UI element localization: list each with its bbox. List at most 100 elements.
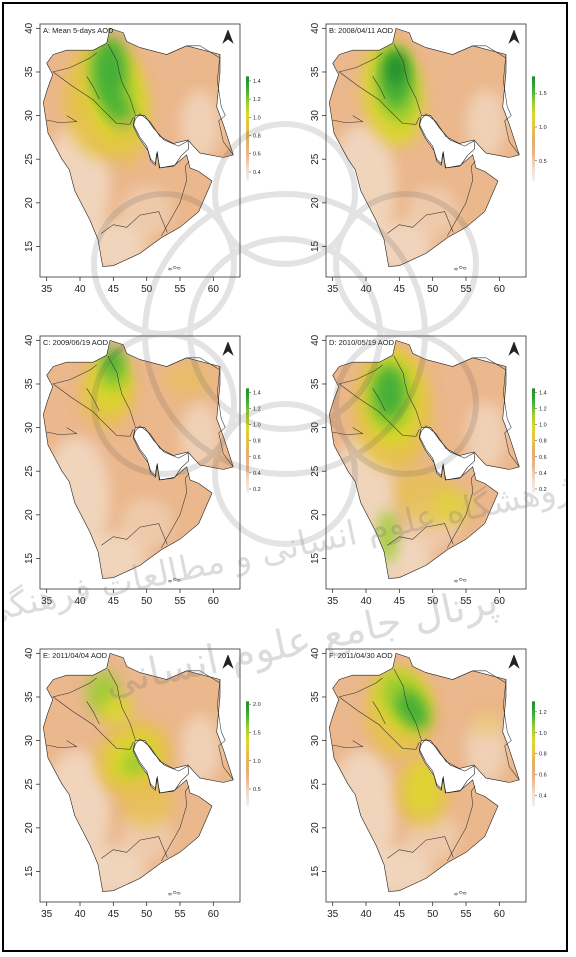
legend-tick-label: 0.4 — [539, 794, 547, 800]
legend-tick-label: 1.2 — [253, 406, 261, 412]
legend-tick-label: 1.0 — [253, 759, 261, 765]
y-tick-label: 20 — [310, 822, 321, 834]
x-tick-label: 45 — [108, 596, 120, 607]
country-border — [447, 472, 476, 549]
legend-tick-label: 1.4 — [253, 390, 261, 396]
legend-colorbar — [246, 76, 249, 182]
x-tick-label: 50 — [427, 596, 439, 607]
x-tick-label: 45 — [108, 909, 120, 920]
map-svg: E: 2011/04/04 AOD 35 40 45 50 55 60 40 35 30 25 20 1… — [24, 647, 261, 920]
aod-field — [43, 28, 234, 267]
island — [458, 891, 463, 894]
country-border — [166, 45, 221, 59]
island — [176, 267, 181, 270]
country-border — [166, 357, 221, 371]
x-tick-label: 40 — [360, 596, 372, 607]
country-border — [53, 696, 134, 750]
map-svg: C: 2009/06/19 AOD 35 40 45 50 55 60 40 35 30 25 20 1… — [24, 334, 261, 607]
country-border — [503, 54, 520, 156]
y-tick-label: 15 — [24, 240, 35, 252]
aod-field — [329, 28, 520, 267]
map-svg: A: Mean 5-days AOD 35 40 45 50 55 60 40 35 30 25 20… — [24, 22, 261, 295]
map-svg: F: 2011/04/30 AOD 35 40 45 50 55 60 40 35 30 25 20 1… — [310, 647, 547, 920]
country-border — [217, 366, 234, 468]
country-border — [107, 668, 136, 740]
country-border — [452, 45, 507, 59]
y-tick-label: 30 — [310, 422, 321, 434]
x-tick-label: 40 — [360, 284, 372, 295]
y-tick-label: 15 — [24, 865, 35, 877]
y-tick-label: 15 — [24, 552, 35, 564]
country-border — [161, 785, 190, 862]
country-border — [86, 76, 100, 100]
island — [172, 891, 177, 894]
country-border — [339, 383, 420, 437]
y-tick-label: 35 — [310, 691, 321, 703]
legend-colorbar — [246, 701, 249, 807]
x-tick-label: 35 — [327, 909, 339, 920]
country-border — [372, 701, 386, 725]
legend-tick-label: 0.8 — [539, 439, 547, 445]
island — [168, 579, 172, 583]
map-panel-f: F: 2011/04/30 AOD 35 40 45 50 55 60 40 35 30 25 20 1… — [294, 637, 564, 932]
country-border — [339, 71, 420, 125]
y-tick-label: 35 — [24, 378, 35, 390]
legend-tick-label: 0.5 — [253, 787, 261, 793]
legend-colorbar — [246, 388, 249, 494]
country-border — [372, 76, 386, 100]
country-border — [387, 211, 454, 234]
y-tick-label: 20 — [310, 509, 321, 521]
x-tick-label: 40 — [74, 909, 86, 920]
x-tick-label: 50 — [141, 909, 153, 920]
plot-box — [325, 648, 527, 903]
x-tick-label: 60 — [208, 284, 220, 295]
y-tick-label: 20 — [310, 197, 321, 209]
legend-tick-label: 1.0 — [253, 423, 261, 429]
north-arrow-icon — [508, 29, 520, 44]
country-border — [387, 523, 454, 546]
legend-tick-label: 2.0 — [253, 702, 261, 708]
legend-tick-label: 1.0 — [539, 125, 547, 131]
country-border — [452, 357, 507, 371]
legend-tick-label: 0.4 — [253, 471, 261, 477]
country-border — [332, 740, 364, 748]
legend-tick-label: 1.2 — [253, 97, 261, 103]
x-tick-label: 60 — [208, 909, 220, 920]
country-border — [338, 364, 383, 385]
plot-box — [39, 23, 241, 278]
plot-box — [325, 335, 527, 590]
x-tick-label: 45 — [394, 284, 406, 295]
country-border — [101, 836, 168, 859]
aod-field — [43, 340, 234, 579]
country-border — [86, 701, 100, 725]
y-tick-label: 40 — [310, 647, 321, 659]
x-tick-label: 60 — [208, 596, 220, 607]
country-border — [393, 668, 422, 740]
x-tick-label: 40 — [74, 284, 86, 295]
y-tick-label: 20 — [24, 509, 35, 521]
y-tick-label: 35 — [24, 66, 35, 78]
legend-tick-label: 0.5 — [539, 159, 547, 165]
y-tick-label: 35 — [310, 66, 321, 78]
y-tick-label: 20 — [24, 197, 35, 209]
y-tick-label: 15 — [310, 552, 321, 564]
country-border — [452, 670, 507, 684]
plot-box — [39, 335, 241, 590]
country-border — [101, 523, 168, 546]
x-tick-label: 50 — [427, 284, 439, 295]
country-border — [447, 160, 476, 237]
country-border — [52, 677, 97, 698]
legend-tick-label: 1.0 — [539, 423, 547, 429]
island — [462, 579, 467, 582]
island — [172, 578, 177, 581]
x-tick-label: 55 — [174, 284, 186, 295]
country-border — [166, 670, 221, 684]
north-arrow-icon — [508, 341, 520, 356]
island — [176, 579, 181, 582]
map-svg: B: 2008/04/11 AOD 35 40 45 50 55 60 40 35 30 25 20 1… — [310, 22, 547, 295]
y-tick-label: 25 — [24, 465, 35, 477]
island — [454, 267, 458, 271]
plot-box — [39, 648, 241, 903]
legend-tick-label: 0.2 — [539, 487, 547, 493]
y-tick-label: 40 — [310, 22, 321, 34]
